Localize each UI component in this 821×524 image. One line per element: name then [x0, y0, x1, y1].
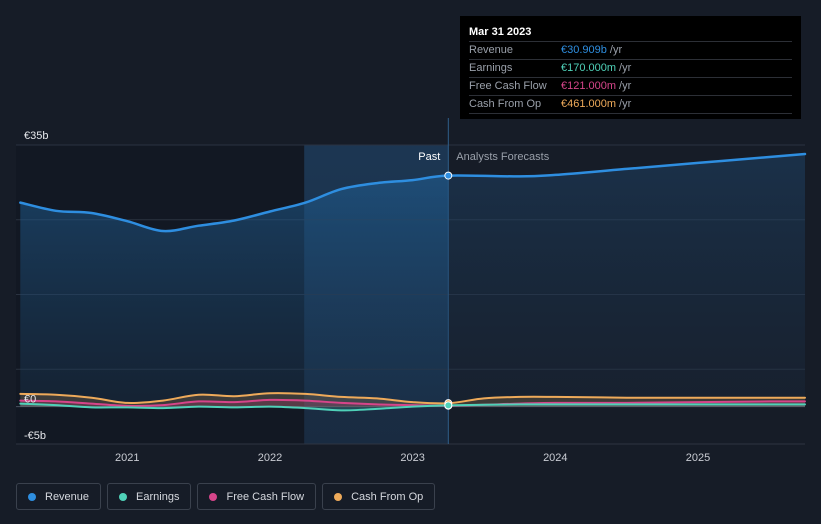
- y-tick-label: -€5b: [24, 430, 46, 442]
- legend-item-revenue[interactable]: Revenue: [16, 483, 102, 510]
- tooltip-row-cash-from-op: Cash From Op €461.000m /yr: [469, 95, 792, 114]
- tooltip-unit: /yr: [619, 80, 632, 92]
- data-point-earnings: [444, 401, 453, 410]
- x-tick-label: 2021: [115, 452, 139, 464]
- legend-item-free-cash-flow[interactable]: Free Cash Flow: [197, 483, 317, 510]
- tooltip-value: €170.000m: [561, 62, 617, 74]
- tooltip-label: Revenue: [469, 44, 514, 56]
- y-tick-label: €0: [24, 394, 36, 406]
- legend-label: Earnings: [136, 490, 180, 503]
- tooltip-row-earnings: Earnings €170.000m /yr: [469, 59, 792, 77]
- tooltip-label: Earnings: [469, 62, 513, 74]
- legend-dot-icon: [334, 492, 343, 501]
- past-label: Past: [418, 151, 440, 163]
- line-chart: €35b €0 -€5b 2021 2022 2023 2024 2025 Past Analys…: [16, 118, 807, 464]
- forecast-label: Analysts Forecasts: [456, 151, 549, 163]
- tooltip-row-revenue: Revenue €30.909b /yr: [469, 41, 792, 59]
- x-tick-label: 2025: [686, 452, 710, 464]
- tooltip-value: €30.909b: [561, 44, 607, 56]
- x-tick-label: 2022: [258, 452, 282, 464]
- data-tooltip: Mar 31 2023 Revenue €30.909b /yr Earning…: [460, 16, 801, 119]
- data-point-revenue: [444, 171, 453, 180]
- x-tick-label: 2024: [543, 452, 567, 464]
- chart-legend: Revenue Earnings Free Cash Flow Cash Fro…: [16, 483, 436, 510]
- legend-dot-icon: [119, 492, 128, 501]
- tooltip-label: Cash From Op: [469, 98, 542, 110]
- series-line-free-cash-flow: [19, 398, 806, 407]
- tooltip-label: Free Cash Flow: [469, 80, 547, 92]
- legend-label: Free Cash Flow: [226, 490, 305, 503]
- tooltip-unit: /yr: [619, 62, 632, 74]
- tooltip-value: €461.000m: [561, 98, 617, 110]
- legend-dot-icon: [28, 492, 36, 501]
- tooltip-unit: /yr: [609, 44, 623, 56]
- series-line-cash-from-op: [19, 392, 806, 405]
- legend-label: Cash From Op: [351, 490, 424, 503]
- tooltip-value: €121.000m: [561, 80, 617, 92]
- revenue-area-past: [20, 175, 449, 407]
- legend-item-earnings[interactable]: Earnings: [107, 483, 192, 510]
- legend-dot-icon: [209, 492, 218, 501]
- tooltip-row-free-cash-flow: Free Cash Flow €121.000m /yr: [469, 77, 792, 95]
- series-line-revenue: [19, 152, 807, 233]
- legend-item-cash-from-op[interactable]: Cash From Op: [322, 483, 436, 510]
- legend-label: Revenue: [45, 490, 90, 503]
- y-tick-label: €35b: [24, 130, 48, 142]
- revenue-area-forecast: [448, 154, 805, 407]
- tooltip-unit: /yr: [619, 98, 632, 110]
- x-tick-label: 2023: [400, 452, 424, 464]
- tooltip-date: Mar 31 2023: [469, 26, 532, 38]
- series-line-earnings: [19, 402, 806, 412]
